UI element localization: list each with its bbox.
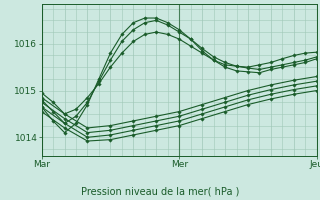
Text: Pression niveau de la mer( hPa ): Pression niveau de la mer( hPa ) [81,186,239,196]
